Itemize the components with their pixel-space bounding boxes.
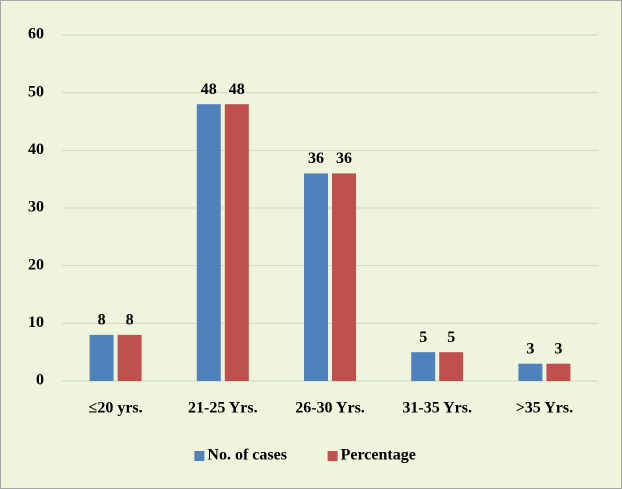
bar (89, 334, 114, 381)
y-tick-label: 30 (28, 199, 44, 216)
data-label: 36 (336, 150, 352, 167)
legend-swatch (327, 451, 338, 461)
y-tick-label: 0 (36, 372, 44, 389)
y-tick-label: 60 (28, 26, 44, 43)
data-label: 3 (526, 340, 534, 357)
data-label: 8 (126, 312, 134, 329)
bar (332, 173, 356, 381)
data-label: 3 (554, 340, 562, 357)
data-label: 5 (447, 329, 455, 346)
x-tick-label: 26-30 Yrs. (295, 400, 365, 417)
bar (117, 334, 142, 381)
x-tick-label: ≤20 yrs. (89, 400, 143, 417)
bar (196, 104, 221, 381)
data-label: 36 (308, 150, 324, 167)
data-label: 48 (229, 81, 245, 98)
bar (518, 363, 543, 381)
legend-label: Percentage (341, 447, 416, 464)
x-tick-label: >35 Yrs. (516, 400, 573, 417)
y-tick-label: 40 (28, 141, 44, 158)
legend-label: No. of cases (207, 447, 287, 464)
x-tick-label: 31-35 Yrs. (402, 400, 472, 417)
y-tick-label: 20 (28, 256, 44, 273)
bar (224, 104, 249, 381)
x-tick-label: 21-25 Yrs. (188, 400, 258, 417)
y-tick-label: 10 (28, 314, 44, 331)
y-tick-label: 50 (28, 83, 44, 100)
legend-swatch (194, 451, 205, 461)
bar (304, 173, 328, 381)
bar (439, 352, 464, 381)
bar (546, 363, 571, 381)
data-label: 8 (98, 312, 106, 329)
data-label: 48 (201, 81, 217, 98)
bar (411, 352, 436, 381)
data-label: 5 (419, 329, 427, 346)
